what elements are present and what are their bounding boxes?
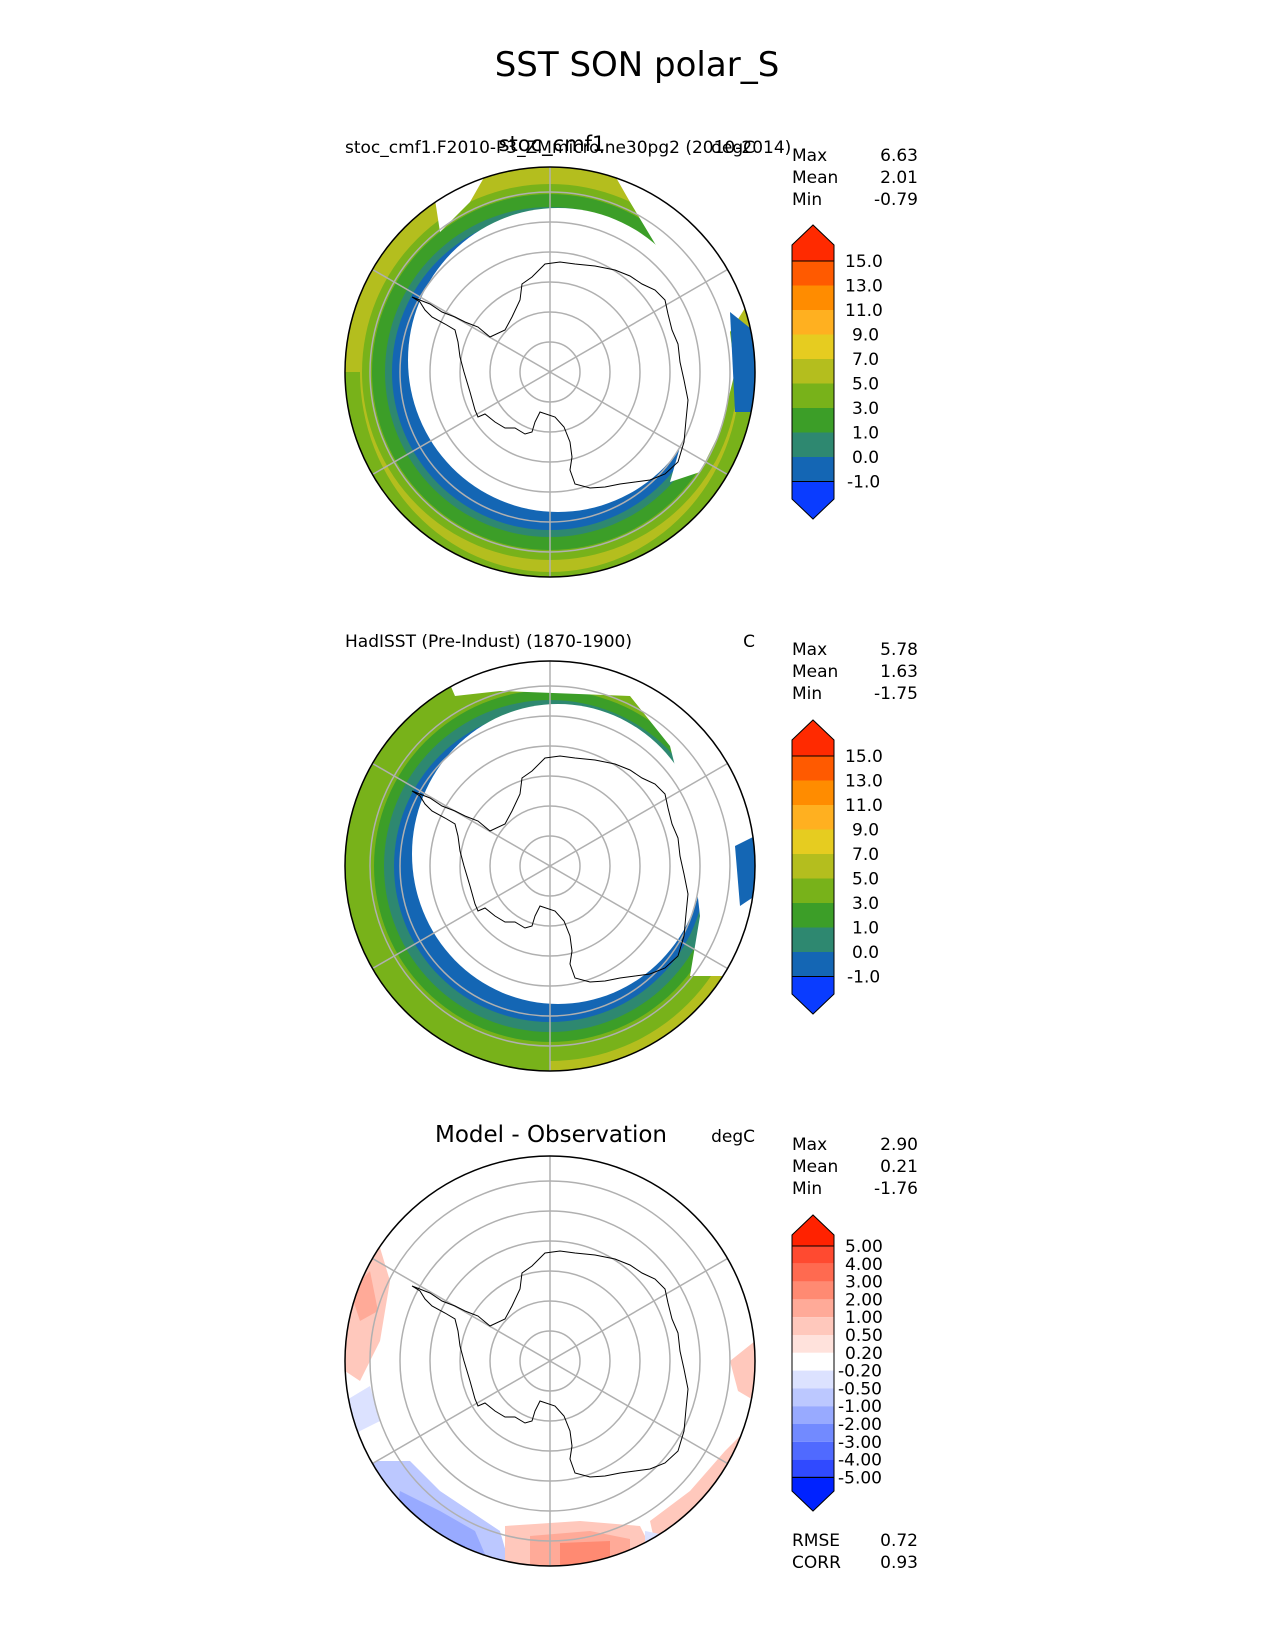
figure-title: SST SON polar_S (495, 45, 780, 85)
map-boundary-diff (344, 1155, 756, 1567)
panel-ref-title-left: HadISST (Pre-Indust) (1870-1900) (345, 632, 632, 652)
panel-test-title-right: degC (711, 138, 755, 158)
colorbar-ref-tick: 11.0 (845, 796, 883, 816)
map-gridlines-ref (369, 661, 731, 1071)
stat-value-min: -1.76 (874, 1179, 918, 1199)
colorbar-test-tick: 15.0 (845, 252, 883, 272)
colorbar-diff-tick: -0.20 (838, 1362, 882, 1382)
stats-test: Max 6.63 Mean 2.01 Min -0.79 (792, 146, 918, 210)
colorbar-test-tick: 13.0 (845, 277, 883, 297)
colorbar-ref-tick: 5.0 (852, 870, 879, 890)
colorbar-diff-extend-bottom (791, 1476, 835, 1512)
stat-label-min: Min (792, 1179, 822, 1199)
colorbar-test-tick: 0.0 (852, 448, 879, 468)
stats-diff: Max 2.90 Mean 0.21 Min -1.76 (792, 1135, 918, 1199)
metric-value-rmse: 0.72 (880, 1531, 918, 1551)
map-gridlines-diff (369, 1156, 731, 1566)
colorbar-ref-tick: 7.0 (852, 845, 879, 865)
panel-diff-title-center: Model - Observation (435, 1122, 667, 1148)
polar-map-diff (344, 1155, 756, 1567)
colorbar-diff-tick: 4.00 (845, 1255, 883, 1275)
colorbar-diff-extend-top (791, 1214, 835, 1247)
colorbar-ref-tick: 9.0 (852, 821, 879, 841)
stat-value-max: 5.78 (880, 640, 918, 660)
map-boundary-ref (344, 660, 756, 1072)
colorbar-diff-tick: 2.00 (845, 1290, 883, 1310)
colorbar-diff-tick: 0.50 (845, 1326, 883, 1346)
panel-diff-title-right: degC (711, 1127, 755, 1147)
colorbar-test-tick: 7.0 (852, 350, 879, 370)
colorbar-diff-tick: 5.00 (845, 1237, 883, 1257)
panel-test-title-center: stoc_cmf1 (499, 132, 606, 157)
metric-label-corr: CORR (792, 1553, 841, 1573)
colorbar-test: 15.0 13.0 11.0 9.0 7.0 5.0 3.0 1.0 0.0 -… (791, 224, 883, 520)
colorbar-ref-tick: 0.0 (852, 943, 879, 963)
stat-label-min: Min (792, 190, 822, 210)
stat-value-max: 6.63 (880, 146, 918, 166)
colorbar-test-extend-top (791, 224, 835, 262)
colorbar-diff: 5.00 4.00 3.00 2.00 1.00 0.50 0.20 -0.20… (791, 1214, 883, 1512)
colorbar-ref-tick: -1.0 (847, 968, 880, 988)
colorbar-ref-tick: 15.0 (845, 747, 883, 767)
colorbar-test-tick: 1.0 (852, 424, 879, 444)
colorbar-ref-extend-bottom (791, 976, 835, 1015)
panel-ref: HadISST (Pre-Indust) (1870-1900) C (344, 632, 918, 1072)
colorbar-ref-tick: 13.0 (845, 772, 883, 792)
panel-ref-title-right: C (743, 632, 755, 652)
panel-test-title-left: stoc_cmf1.F2010-P3_ZMmicro.ne30pg2 (2010… (345, 138, 791, 158)
map-boundary-test (344, 166, 756, 578)
stat-label-max: Max (792, 1135, 827, 1155)
panel-test: stoc_cmf1 stoc_cmf1.F2010-P3_ZMmicro.ne3… (344, 132, 918, 578)
colorbar-ref-tick: 1.0 (852, 919, 879, 939)
colorbar-diff-tick: 0.20 (845, 1344, 883, 1364)
colorbar-ref-extend-top (791, 719, 835, 757)
metrics-diff: RMSE 0.72 CORR 0.93 (792, 1531, 918, 1573)
stat-value-mean: 2.01 (880, 168, 918, 188)
colorbar-test-tick: 3.0 (852, 399, 879, 419)
stat-value-mean: 0.21 (880, 1157, 918, 1177)
colorbar-test-tick: 11.0 (845, 301, 883, 321)
stat-value-max: 2.90 (880, 1135, 918, 1155)
colorbar-diff-tick: -2.00 (838, 1415, 882, 1435)
colorbar-diff-tick: -3.00 (838, 1433, 882, 1453)
colorbar-test-tick: 5.0 (852, 375, 879, 395)
stat-value-mean: 1.63 (880, 662, 918, 682)
colorbar-diff-tick: -0.50 (838, 1379, 882, 1399)
stat-label-min: Min (792, 684, 822, 704)
panel-diff: Model - Observation degC (344, 1122, 918, 1573)
colorbar-test-tick: -1.0 (847, 473, 880, 493)
colorbar-diff-tick: -1.00 (838, 1397, 882, 1417)
colorbar-diff-tick: 1.00 (845, 1308, 883, 1328)
polar-map-ref (344, 660, 756, 1072)
polar-map-test (344, 166, 756, 578)
colorbar-ref: 15.0 13.0 11.0 9.0 7.0 5.0 3.0 1.0 0.0 -… (791, 719, 883, 1015)
colorbar-ref-tick: 3.0 (852, 894, 879, 914)
metric-label-rmse: RMSE (792, 1531, 840, 1551)
metric-value-corr: 0.93 (880, 1553, 918, 1573)
stat-label-max: Max (792, 146, 827, 166)
colorbar-diff-tick: 3.00 (845, 1273, 883, 1293)
stat-label-mean: Mean (792, 1157, 838, 1177)
colorbar-test-tick: 9.0 (852, 326, 879, 346)
stat-label-mean: Mean (792, 662, 838, 682)
colorbar-test-extend-bottom (791, 481, 835, 520)
stat-label-max: Max (792, 640, 827, 660)
stat-value-min: -1.75 (874, 684, 918, 704)
colorbar-diff-tick: -5.00 (838, 1468, 882, 1488)
colorbar-diff-tick: -4.00 (838, 1451, 882, 1471)
map-gridlines-test (369, 167, 731, 577)
stats-ref: Max 5.78 Mean 1.63 Min -1.75 (792, 640, 918, 704)
stat-value-min: -0.79 (874, 190, 918, 210)
stat-label-mean: Mean (792, 168, 838, 188)
